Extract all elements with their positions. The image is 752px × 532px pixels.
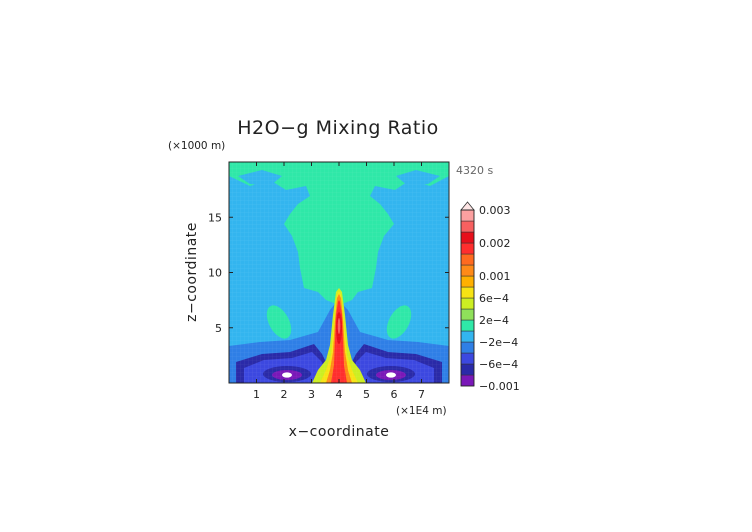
colorbar-band [460,286,475,299]
x-tick-label: 2 [281,388,288,401]
colorbar-band [460,363,475,376]
colorbar-band [460,231,475,244]
colorbar-label: 6e−4 [479,292,509,305]
y-tick-label: 15 [208,211,222,224]
colorbar-band [460,264,475,277]
colorbar-band [460,308,475,321]
x-tick-label: 3 [308,388,315,401]
y-axis-ticks: 5 10 15 [208,211,449,335]
plot-area [229,162,449,383]
colorbar [460,201,475,387]
colorbar-label: 2e−4 [479,314,509,327]
chart-title: H2O−g Mixing Ratio [237,117,438,139]
colorbar-band [460,275,475,288]
colorbar-band [460,209,475,222]
y-tick-label: 10 [208,267,222,280]
colorbar-label: −0.001 [479,380,520,393]
colorbar-band [460,319,475,332]
colorbar-label: 0.003 [479,204,511,217]
x-tick-label: 6 [391,388,398,401]
colorbar-label: 0.002 [479,237,511,250]
colorbar-band [460,297,475,310]
x-tick-label: 5 [363,388,370,401]
colorbar-band [460,330,475,343]
x-tick-label: 1 [253,388,260,401]
colorbar-label: 0.001 [479,270,511,283]
y-unit-label: (×1000 m) [168,140,225,152]
colorbar-frame [460,209,475,387]
colorbar-band [460,374,475,387]
colorbar-band [460,253,475,266]
colorbar-extend-arrow [460,201,475,211]
x-tick-label: 4 [336,388,343,401]
colorbar-band [460,352,475,365]
colorbar-band [460,220,475,233]
time-label: 4320 s [456,164,493,177]
colorbar-band [460,341,475,354]
x-tick-label: 7 [418,388,425,401]
colorbar-label: −6e−4 [479,358,518,371]
colorbar-labels: 0.003 0.002 0.001 6e−4 2e−4 −2e−4 −6e−4 −0.001 [479,204,520,393]
y-axis-title: z−coordinate [184,222,200,322]
x-axis-title: x−coordinate [289,424,390,440]
x-unit-label: (×1E4 m) [396,405,447,417]
x-axis-ticks: 1 2 3 4 5 6 7 [253,162,425,401]
colorbar-label: −2e−4 [479,336,518,349]
colorbar-band [460,242,475,255]
y-tick-label: 5 [215,322,222,335]
